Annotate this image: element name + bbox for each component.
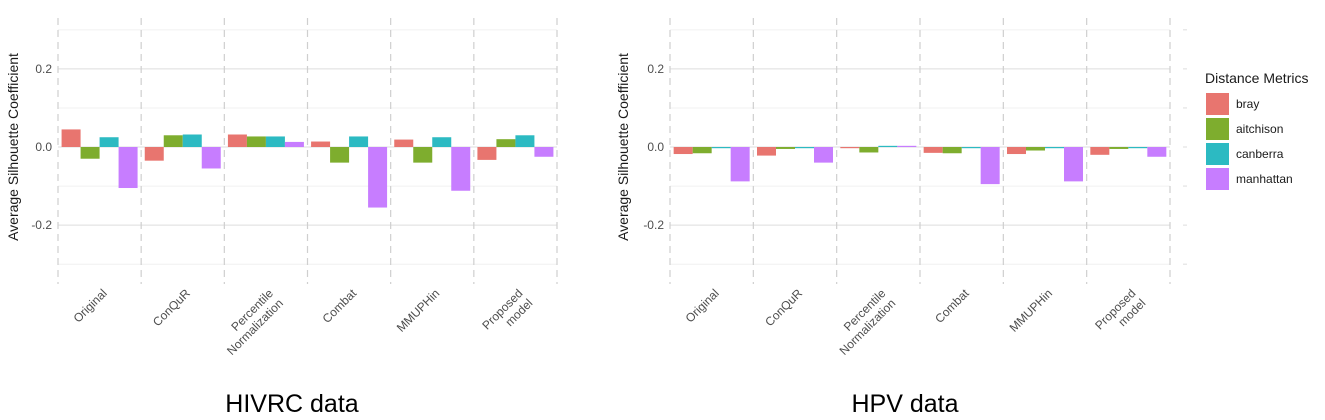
legend-swatch-canberra [1206,143,1229,165]
hivrc-chart: 0.2 0.0 -0.2 Original ConQuR PercentileNormal… [5,18,558,358]
bar-bray [673,147,693,155]
bar-manhattan [1147,147,1167,157]
legend-label-canberra: canberra [1236,147,1284,161]
x-tick-label: ConQuR [150,286,193,329]
x-tick-label: Proposedmodel [1092,286,1148,342]
bar-canberra [432,137,452,147]
x-tick-label: Combat [320,286,360,326]
bar-aitchison [496,139,516,147]
x-tick-label: MMUPHin [394,286,443,335]
y-tick-label: 0.2 [35,62,52,76]
hpv-chart: 0.2 0.0 -0.2 Original ConQuR PercentileNormal… [615,18,1187,358]
bar-manhattan [201,147,221,169]
bar-aitchison [942,147,962,154]
x-tick-label: ConQuR [762,286,805,329]
y-tick-label: -0.2 [31,218,52,232]
bar-bray [923,147,943,153]
bar-bray [61,129,81,147]
bar-bray [311,141,331,147]
bar-bray [394,139,414,147]
bar-manhattan [730,147,750,182]
bar-canberra [961,147,981,149]
bar-aitchison [776,147,795,149]
bar-aitchison [413,147,433,163]
x-tick-label: Combat [932,286,972,326]
y-tick-label: -0.2 [643,218,664,232]
x-tick-label: Original [71,286,110,325]
bar-aitchison [1026,147,1045,151]
x-tick-label: MMUPHin [1007,286,1056,335]
bar-bray [757,147,776,156]
legend-label-aitchison: aitchison [1236,122,1283,136]
y-axis-label: Average Silhouette Coefficient [615,53,631,241]
bar-canberra [99,137,119,147]
bar-manhattan [451,147,471,191]
legend-swatch-aitchison [1206,118,1229,140]
bar-manhattan [1064,147,1083,182]
bar-aitchison [859,147,879,153]
bar-bray [840,147,860,149]
bar-bray [477,147,497,160]
bar-bray [144,147,164,161]
bar-manhattan [118,147,138,189]
x-tick-label: Proposedmodel [479,286,535,342]
y-tick-label: 0.0 [35,140,52,154]
bar-aitchison [163,135,183,147]
bar-aitchison [80,147,100,159]
bar-manhattan [980,147,1000,185]
bar-canberra [878,145,898,148]
bar-aitchison [246,136,266,147]
bar-canberra [1045,147,1064,149]
bar-manhattan [284,141,304,147]
legend: Distance Metrics bray aitchison canberra ma… [1205,70,1308,190]
bar-aitchison [692,147,712,154]
bar-canberra [515,135,535,147]
legend-swatch-bray [1206,93,1229,115]
bar-bray [1007,147,1026,155]
bar-bray [227,134,247,147]
bar-bray [1090,147,1110,155]
bar-aitchison [330,147,350,163]
x-tick-label: Original [683,286,722,325]
y-tick-label: 0.0 [647,140,664,154]
legend-title: Distance Metrics [1205,70,1308,86]
y-axis-label: Average Silhouette Coefficient [5,53,21,241]
bar-aitchison [1109,147,1129,149]
bar-manhattan [814,147,833,163]
x-tick-label: PercentileNormalization [827,286,899,358]
bar-manhattan [534,147,554,157]
hpv-caption: HPV data [851,390,958,418]
legend-swatch-manhattan [1206,168,1229,190]
y-tick-label: 0.2 [647,62,664,76]
bar-manhattan [897,145,917,148]
bar-manhattan [368,147,388,208]
bar-canberra [795,147,814,149]
x-tick-label: PercentileNormalization [214,286,286,358]
legend-label-manhattan: manhattan [1236,172,1293,186]
bar-canberra [1128,147,1148,149]
bar-canberra [182,134,202,147]
bar-canberra [265,136,285,147]
legend-label-bray: bray [1236,97,1259,111]
hivrc-caption: HIVRC data [225,390,358,418]
bar-canberra [711,147,731,149]
bar-canberra [349,136,369,147]
